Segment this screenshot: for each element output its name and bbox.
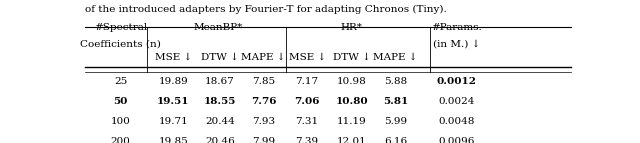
Text: 7.06: 7.06 (294, 97, 320, 106)
Text: 0.0048: 0.0048 (439, 117, 475, 126)
Text: 18.67: 18.67 (205, 77, 235, 86)
Text: 0.0012: 0.0012 (437, 77, 477, 86)
Text: 7.17: 7.17 (296, 77, 319, 86)
Text: 10.80: 10.80 (335, 97, 368, 106)
Text: 7.99: 7.99 (252, 137, 275, 143)
Text: 5.99: 5.99 (384, 117, 407, 126)
Text: 19.71: 19.71 (158, 117, 188, 126)
Text: 12.01: 12.01 (337, 137, 367, 143)
Text: 19.85: 19.85 (158, 137, 188, 143)
Text: 6.16: 6.16 (384, 137, 407, 143)
Text: 19.89: 19.89 (158, 77, 188, 86)
Text: MeanBP*: MeanBP* (194, 23, 243, 32)
Text: (in M.) ↓: (in M.) ↓ (433, 40, 481, 49)
Text: MSE ↓: MSE ↓ (155, 52, 192, 61)
Text: 100: 100 (111, 117, 131, 126)
Text: 0.0096: 0.0096 (439, 137, 475, 143)
Text: DTW ↓: DTW ↓ (333, 52, 371, 61)
Text: Coefficients (n): Coefficients (n) (80, 40, 161, 49)
Text: 5.88: 5.88 (384, 77, 407, 86)
Text: 19.51: 19.51 (157, 97, 189, 106)
Text: of the introduced adapters by Fourier-T for adapting Chronos (Tiny).: of the introduced adapters by Fourier-T … (85, 5, 447, 14)
Text: 20.46: 20.46 (205, 137, 235, 143)
Text: 0.0024: 0.0024 (439, 97, 475, 106)
Text: 7.76: 7.76 (251, 97, 276, 106)
Text: 50: 50 (113, 97, 128, 106)
Text: DTW ↓: DTW ↓ (201, 52, 239, 61)
Text: #Params.: #Params. (431, 23, 483, 32)
Text: 5.81: 5.81 (383, 97, 408, 106)
Text: 20.44: 20.44 (205, 117, 235, 126)
Text: 7.85: 7.85 (252, 77, 275, 86)
Text: 7.31: 7.31 (296, 117, 319, 126)
Text: 25: 25 (114, 77, 127, 86)
Text: 200: 200 (111, 137, 131, 143)
Text: 10.98: 10.98 (337, 77, 367, 86)
Text: MAPE ↓: MAPE ↓ (241, 52, 286, 61)
Text: 18.55: 18.55 (204, 97, 236, 106)
Text: 7.39: 7.39 (296, 137, 319, 143)
Text: MSE ↓: MSE ↓ (289, 52, 326, 61)
Text: #Spectral: #Spectral (94, 23, 147, 32)
Text: 11.19: 11.19 (337, 117, 367, 126)
Text: MAPE ↓: MAPE ↓ (373, 52, 418, 61)
Text: 7.93: 7.93 (252, 117, 275, 126)
Text: HR*: HR* (340, 23, 362, 32)
